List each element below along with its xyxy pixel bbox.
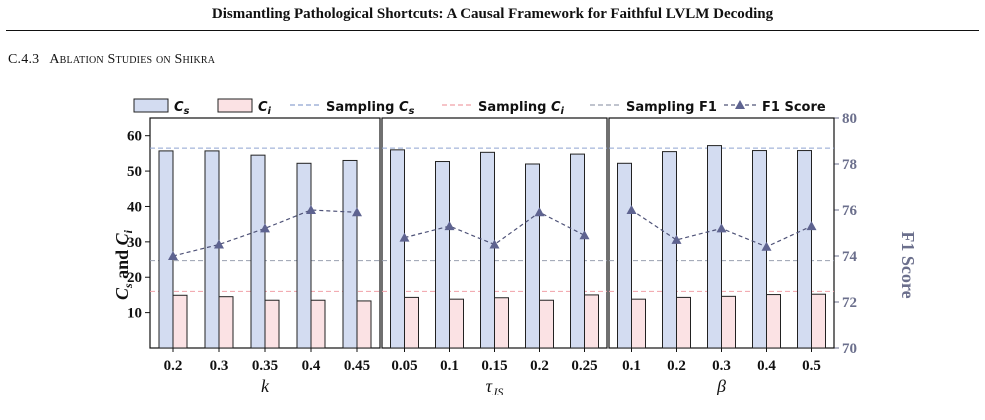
y-axis-right-label: F1 Score [898, 231, 918, 298]
x-tick-label: 0.2 [164, 358, 183, 374]
legend-sampling-cs-label: Sampling Cs [326, 100, 415, 117]
x-tick-label: 0.5 [802, 358, 821, 374]
f1-marker [761, 241, 772, 251]
f1-marker [214, 239, 224, 249]
f1-marker [671, 234, 682, 244]
f1-marker [626, 205, 637, 214]
cs-bar [570, 153, 585, 349]
running-head: Dismantling Pathological Shortcuts: A Ca… [211, 6, 774, 22]
legend-cs-swatch [133, 98, 169, 113]
y-right-tick-label: 76 [842, 203, 858, 219]
ci-bar [310, 299, 326, 349]
legend-f1-marker [735, 100, 745, 109]
cs-bar [797, 150, 812, 349]
x-tick-label: 0.45 [344, 358, 370, 374]
y-right-tick-label: 70 [842, 341, 857, 357]
ci-bar [584, 294, 599, 349]
cs-bar [525, 163, 540, 349]
legend-f1-label: F1 Score [762, 100, 826, 115]
legend-sampling-ci-label: Sampling Ci [478, 100, 565, 117]
ci-bar [404, 296, 419, 349]
x-axis-label: β [716, 376, 726, 395]
y-left-tick-label: 60 [127, 129, 142, 145]
section-heading: C.4.3 Ablation Studies on Shikra [8, 52, 215, 68]
f1-marker [444, 221, 455, 231]
cs-bar [296, 162, 312, 349]
f1-marker [352, 207, 362, 217]
legend: Cs Ci Sampling Cs Sampling Ci Sampling F… [133, 98, 826, 117]
f1-marker [260, 223, 270, 233]
x-tick-label: 0.2 [667, 358, 686, 374]
cs-bar [342, 159, 358, 349]
ci-bar [449, 298, 464, 349]
cs-bar [617, 162, 632, 349]
f1-marker [168, 251, 178, 260]
f1-marker [399, 232, 410, 242]
cs-bar [480, 151, 495, 349]
f1-line [172, 209, 358, 257]
x-axis-label: τJS [486, 376, 504, 395]
f1-marker [534, 207, 545, 217]
cs-bar [707, 145, 722, 349]
ci-bar [539, 299, 554, 349]
section-title: Ablation Studies on Shikra [49, 52, 216, 67]
y-axis-left-label: Cs and Ci [112, 229, 135, 300]
header-rule [6, 30, 979, 31]
y-right-tick-label: 72 [842, 295, 857, 311]
ci-bar [811, 293, 826, 349]
x-tick-label: 0.4 [757, 358, 776, 374]
cs-bar [435, 161, 450, 349]
f1-marker [579, 230, 590, 240]
cs-bar [158, 150, 174, 349]
f1-line [404, 211, 585, 246]
y-right-tick-label: 74 [842, 249, 858, 265]
cs-bar [204, 150, 220, 349]
y-right-tick-label: 78 [842, 157, 857, 173]
x-tick-label: 0.2 [530, 358, 549, 374]
y-left-tick-label: 10 [127, 306, 142, 322]
cs-bar [390, 149, 405, 349]
ci-bar [721, 295, 736, 349]
y-left-tick-label: 50 [127, 164, 142, 180]
ci-bar [631, 298, 646, 349]
ci-bar [766, 294, 781, 349]
x-tick-label: 0.3 [210, 358, 229, 374]
legend-ci-label: Ci [258, 100, 272, 117]
cs-bar [250, 154, 266, 349]
f1-marker [489, 239, 500, 249]
legend-ci-swatch [217, 98, 253, 113]
cs-bar [662, 151, 677, 349]
ci-bar [264, 299, 280, 349]
ablation-chart: Cs Ci Sampling Cs Sampling Ci Sampling F… [112, 98, 918, 395]
x-axis-label: k [261, 376, 270, 395]
x-tick-label: 0.3 [712, 358, 731, 374]
ci-bar [172, 294, 188, 349]
f1-marker [716, 223, 727, 233]
x-tick-label: 0.1 [440, 358, 459, 374]
y-left-tick-label: 40 [127, 199, 142, 215]
f1-marker [806, 221, 817, 231]
y-right-tick-label: 80 [842, 111, 857, 127]
ci-bar [494, 297, 509, 349]
x-tick-label: 0.15 [481, 358, 507, 374]
x-tick-label: 0.05 [391, 358, 417, 374]
f1-marker [306, 205, 316, 214]
section-number: C.4.3 [8, 52, 40, 67]
ci-bar [218, 296, 234, 349]
y-left-tick-label: 20 [127, 270, 142, 286]
x-tick-label: 0.25 [571, 358, 597, 374]
x-tick-label: 0.1 [622, 358, 641, 374]
plot-area: 10 20 30 40 50 60 70 72 74 76 78 80 0.2 0.3 0.35 0.4 0.4… [127, 111, 858, 395]
ci-bar [676, 296, 691, 349]
legend-sampling-f1-label: Sampling F1 [626, 100, 717, 115]
y-left-tick-label: 30 [127, 235, 142, 251]
legend-cs-label: Cs [174, 100, 190, 117]
ci-bar [356, 300, 372, 349]
x-tick-label: 0.35 [252, 358, 278, 374]
x-tick-label: 0.4 [302, 358, 321, 374]
